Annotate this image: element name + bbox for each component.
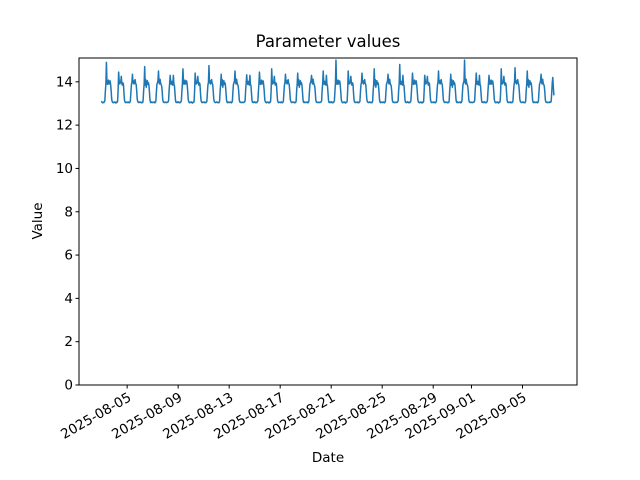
plot-area: 024681012142025-08-052025-08-092025-08-1… — [56, 57, 578, 443]
y-tick-label: 4 — [64, 291, 73, 307]
axes-frame — [78, 57, 578, 386]
y-tick-label: 14 — [56, 74, 73, 90]
parameter-values-line — [100, 59, 555, 104]
chart-title: Parameter values — [256, 32, 401, 51]
y-tick-label: 10 — [56, 161, 73, 177]
y-tick-label: 2 — [64, 334, 73, 350]
y-tick-label: 6 — [64, 248, 73, 264]
y-axis-label: Value — [30, 202, 46, 239]
y-tick-label: 0 — [64, 378, 73, 394]
x-axis-label: Date — [312, 450, 344, 466]
y-tick-label: 12 — [56, 118, 73, 134]
y-tick-label: 8 — [64, 204, 73, 220]
